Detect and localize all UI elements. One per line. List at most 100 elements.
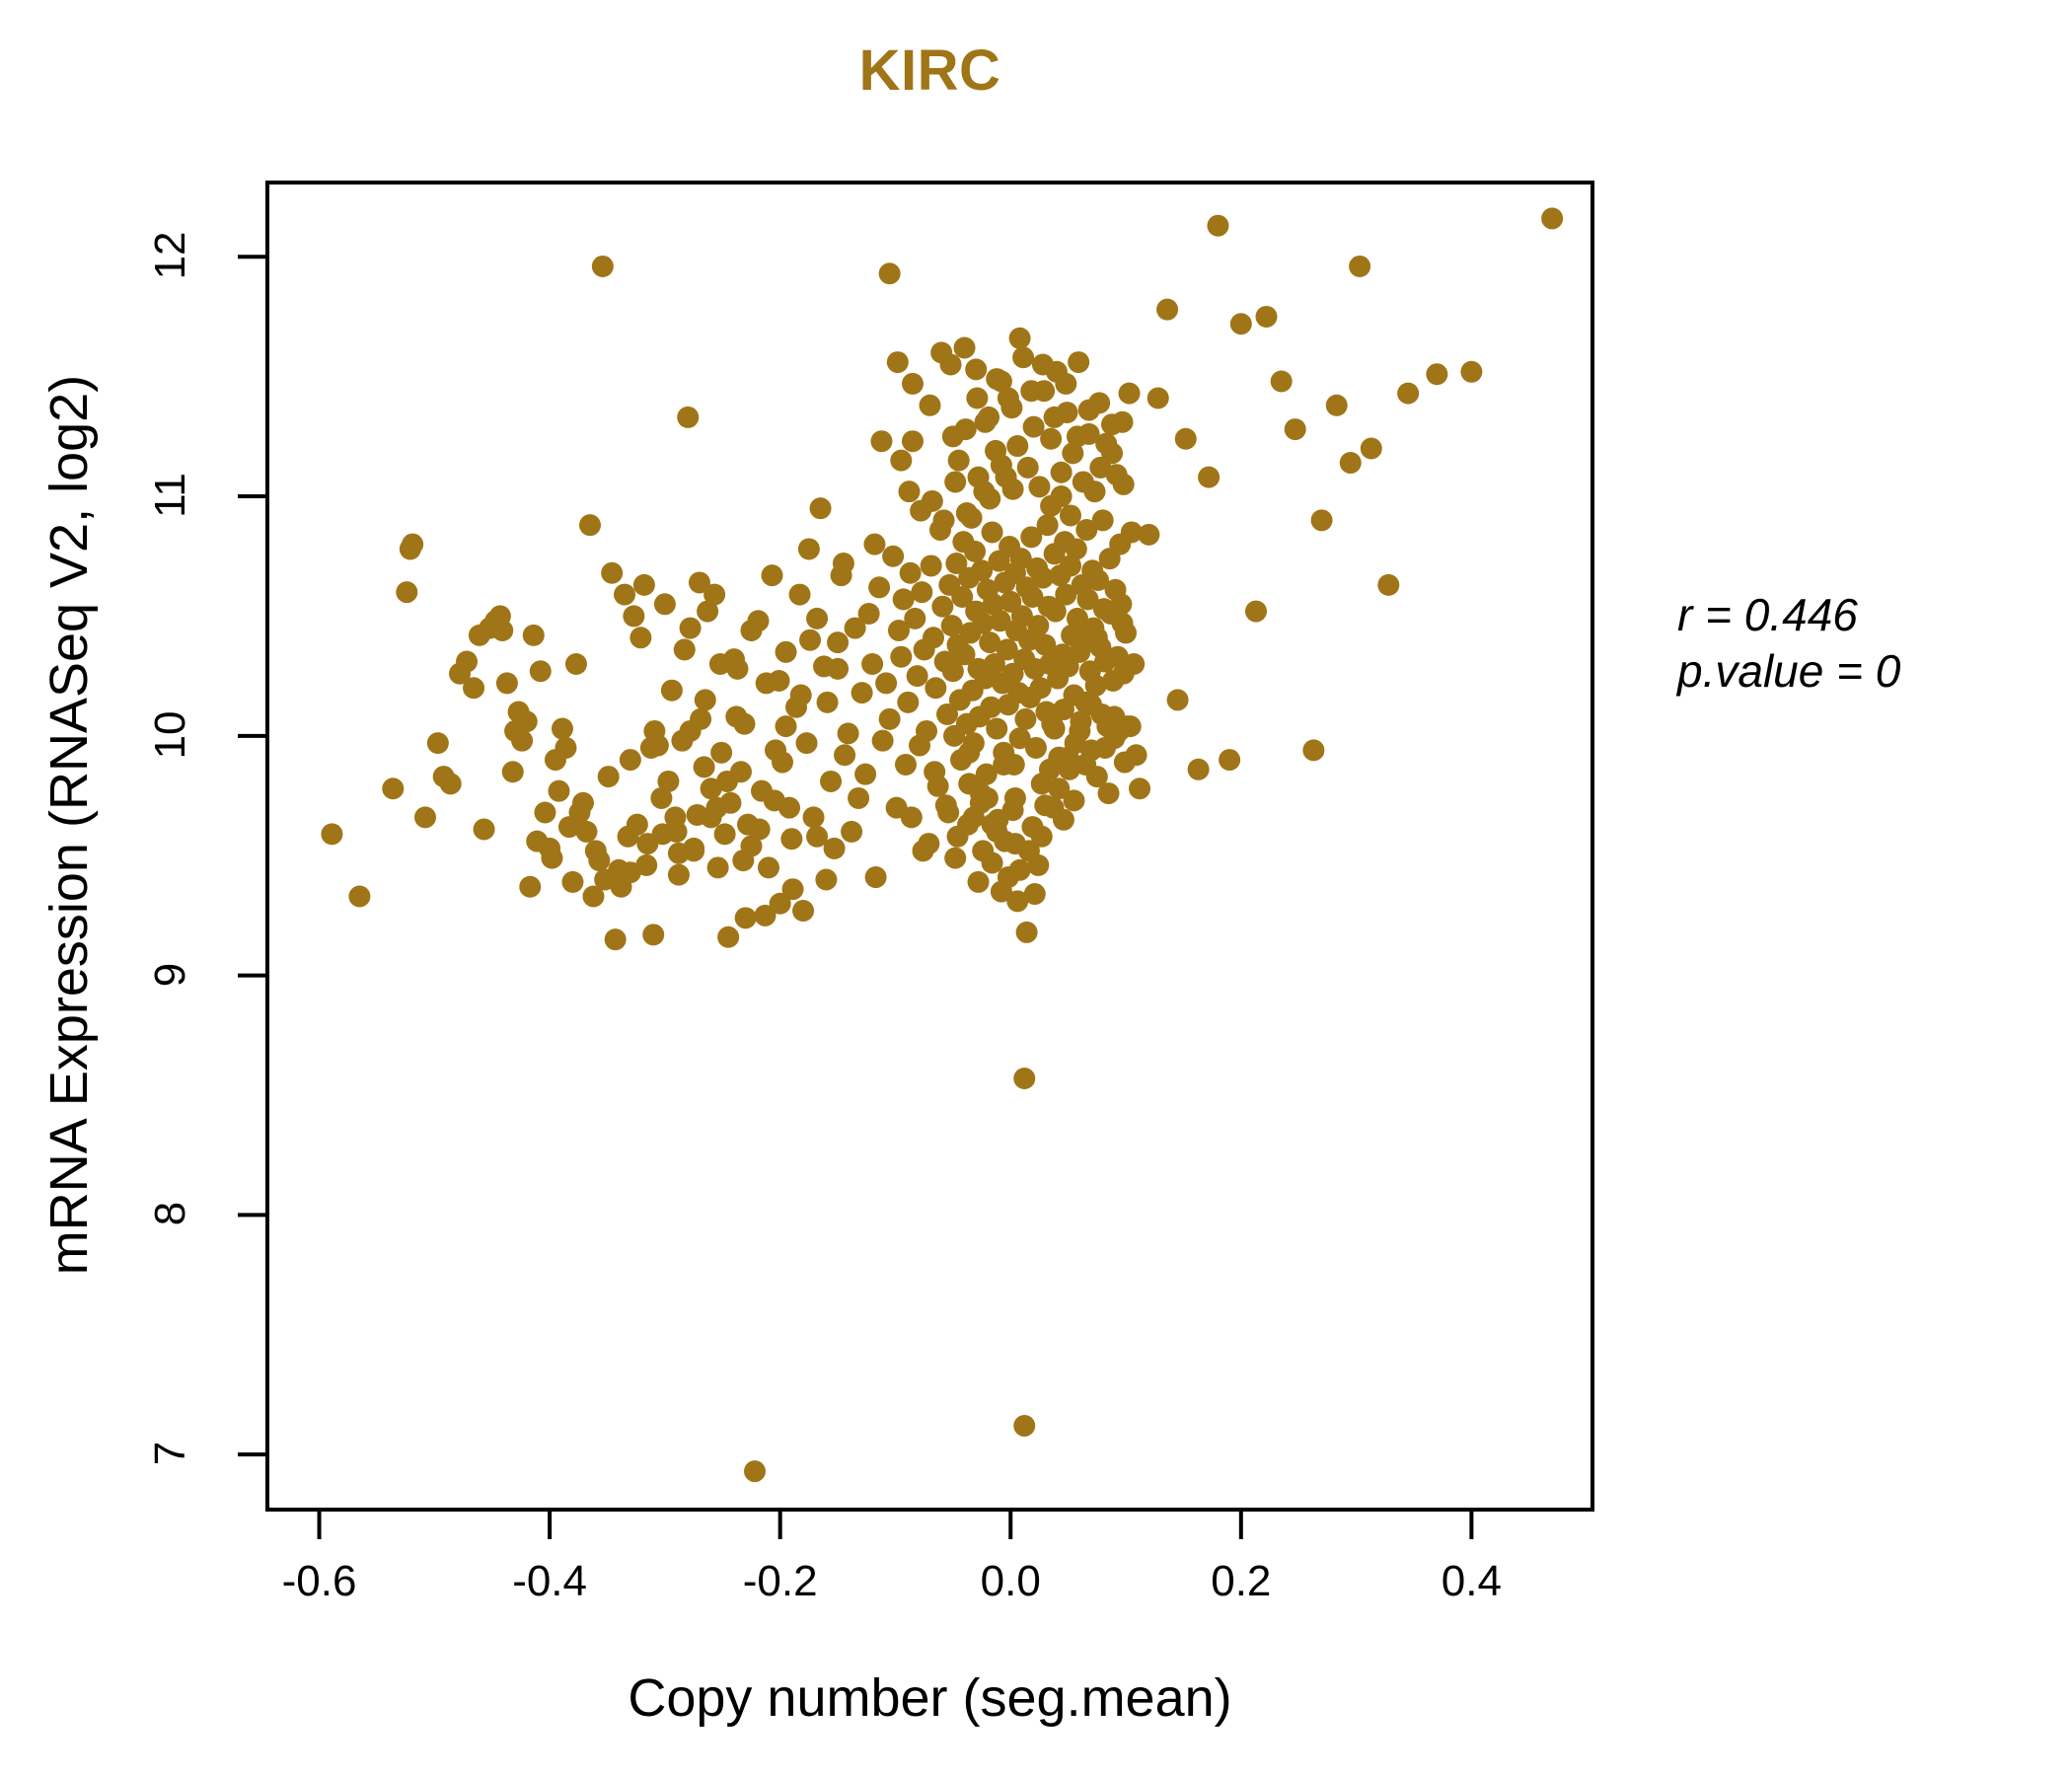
scatter-point bbox=[864, 866, 887, 889]
scatter-point bbox=[769, 892, 791, 915]
scatter-point bbox=[966, 387, 989, 409]
scatter-point bbox=[697, 600, 719, 623]
y-tick-label: 11 bbox=[146, 473, 194, 518]
scatter-point bbox=[1055, 583, 1077, 606]
scatter-point bbox=[775, 715, 797, 738]
scatter-point bbox=[886, 351, 909, 374]
scatter-point bbox=[1043, 717, 1066, 740]
scatter-point bbox=[700, 806, 722, 829]
scatter-point bbox=[936, 703, 959, 725]
scatter-point bbox=[1284, 418, 1306, 441]
scatter-point bbox=[597, 766, 620, 788]
scatter-point bbox=[923, 627, 945, 649]
scatter-point bbox=[1059, 504, 1081, 527]
scatter-point bbox=[1174, 427, 1197, 450]
scatter-point bbox=[1255, 305, 1278, 328]
scatter-point bbox=[491, 619, 514, 641]
scatter-point bbox=[986, 368, 1008, 391]
scatter-point bbox=[795, 732, 818, 755]
scatter-point bbox=[809, 497, 832, 520]
scatter-point bbox=[964, 540, 987, 562]
scatter-point bbox=[575, 820, 598, 843]
y-tick-label: 12 bbox=[146, 231, 194, 280]
scatter-point bbox=[870, 430, 893, 453]
scatter-point bbox=[967, 466, 990, 488]
scatter-point bbox=[1066, 425, 1088, 448]
scatter-point bbox=[1031, 566, 1054, 589]
scatter-points bbox=[321, 207, 1564, 1483]
scatter-point bbox=[898, 481, 921, 503]
scatter-point bbox=[1006, 890, 1029, 913]
scatter-point bbox=[635, 853, 658, 876]
scatter-point bbox=[890, 449, 913, 472]
scatter-point bbox=[823, 837, 846, 859]
scatter-point bbox=[1050, 461, 1073, 483]
scatter-point bbox=[1094, 736, 1117, 759]
y-tick-label: 10 bbox=[146, 710, 194, 760]
scatter-point bbox=[1016, 456, 1039, 479]
scatter-point bbox=[688, 571, 710, 594]
scatter-point bbox=[693, 756, 715, 778]
scatter-point bbox=[901, 430, 924, 453]
scatter-point bbox=[931, 595, 954, 618]
scatter-point bbox=[604, 928, 627, 951]
scatter-point bbox=[816, 691, 839, 713]
scatter-point bbox=[1074, 753, 1097, 776]
scatter-point bbox=[439, 773, 462, 795]
scatter-point bbox=[694, 689, 716, 711]
y-tick-label: 8 bbox=[146, 1202, 194, 1226]
scatter-point bbox=[890, 645, 913, 668]
scatter-point bbox=[1029, 677, 1052, 700]
scatter-point bbox=[717, 925, 740, 948]
scatter-point bbox=[1030, 825, 1053, 848]
scatter-point bbox=[993, 753, 1015, 776]
scatter-point bbox=[882, 545, 905, 567]
scatter-point bbox=[1040, 427, 1063, 450]
scatter-point bbox=[677, 406, 700, 428]
scatter-point bbox=[591, 255, 614, 277]
scatter-point bbox=[1043, 406, 1066, 428]
scatter-point bbox=[748, 818, 771, 841]
scatter-point bbox=[534, 801, 556, 824]
scatter-point bbox=[614, 583, 636, 606]
scatter-point bbox=[667, 863, 690, 886]
scatter-point bbox=[979, 487, 1001, 510]
scatter-point bbox=[1110, 593, 1133, 616]
scatter-point bbox=[1118, 382, 1141, 405]
scatter-point bbox=[806, 825, 829, 848]
scatter-point bbox=[1034, 794, 1057, 817]
page-title: KIRC bbox=[858, 38, 1001, 103]
scatter-point bbox=[1112, 473, 1135, 495]
scatter-point bbox=[1009, 548, 1032, 570]
scatter-point bbox=[878, 707, 901, 730]
scatter-point bbox=[653, 593, 676, 616]
scatter-point bbox=[582, 885, 605, 908]
scatter-point bbox=[519, 875, 542, 898]
scatter-point bbox=[832, 553, 854, 575]
scatter-point bbox=[848, 786, 870, 809]
scatter-point bbox=[1013, 1415, 1036, 1438]
scatter-point bbox=[1066, 607, 1088, 629]
scatter-point bbox=[875, 672, 898, 695]
scatter-point bbox=[953, 643, 976, 666]
scatter-point bbox=[1015, 921, 1038, 943]
scatter-point bbox=[642, 924, 665, 946]
scatter-point bbox=[511, 729, 534, 752]
scatter-point bbox=[495, 672, 518, 695]
scatter-point bbox=[1008, 327, 1031, 349]
scatter-point bbox=[1038, 758, 1061, 780]
scatter-point bbox=[1069, 719, 1091, 742]
scatter-point bbox=[1302, 739, 1325, 762]
scatter-point bbox=[646, 734, 669, 757]
scatter-point bbox=[1022, 415, 1045, 438]
scatter-point bbox=[564, 652, 587, 675]
scatter-point bbox=[1034, 633, 1057, 656]
scatter-point bbox=[934, 794, 957, 817]
scatter-point bbox=[541, 847, 563, 869]
scatter-point bbox=[626, 813, 648, 836]
scatter-point bbox=[1036, 514, 1059, 537]
scatter-point bbox=[1075, 519, 1098, 542]
scatter-point bbox=[734, 907, 757, 929]
scatter-point bbox=[463, 677, 485, 700]
scatter-point bbox=[989, 610, 1011, 632]
